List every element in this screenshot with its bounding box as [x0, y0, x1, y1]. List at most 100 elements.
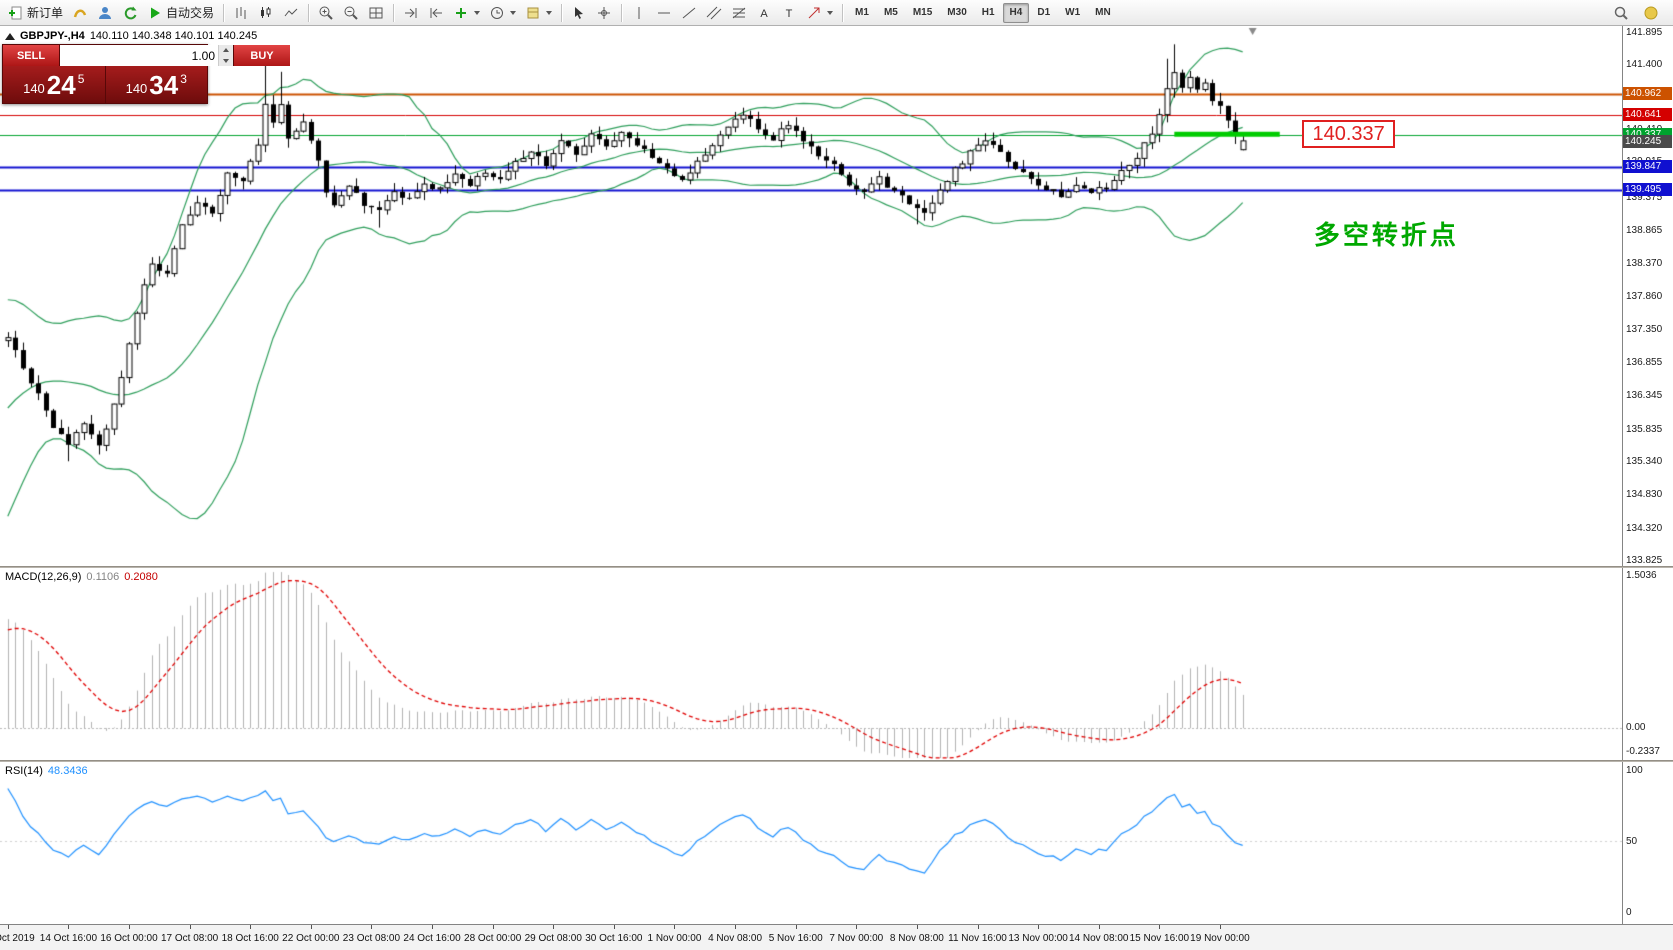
- timeframe-button-w1[interactable]: W1: [1065, 7, 1081, 18]
- time-tick: [1098, 925, 1100, 929]
- price-tick-label: 136.855: [1626, 356, 1663, 368]
- indicators-button[interactable]: [449, 2, 484, 24]
- text-label-button[interactable]: T: [777, 2, 801, 24]
- time-axis-label: 13 Nov 00:00: [1008, 933, 1068, 944]
- timeframe-button-m5[interactable]: M5: [883, 7, 898, 18]
- timeframe-button-h1[interactable]: H1: [981, 7, 995, 18]
- refresh-button[interactable]: [118, 2, 142, 24]
- time-tick: [189, 925, 191, 929]
- auto-scroll-button[interactable]: [399, 2, 423, 24]
- time-axis-label: 1 Nov 00:00: [647, 933, 702, 944]
- timeframe-button-d1[interactable]: D1: [1037, 7, 1051, 18]
- buy-price[interactable]: 140 34 3: [125, 69, 187, 100]
- indicators-caret-icon: [474, 10, 481, 15]
- volume-increase-button[interactable]: [219, 45, 233, 56]
- macd-axis: 1.5036 0.00 -0.2337: [1622, 568, 1673, 760]
- price-tick-label: 137.860: [1626, 290, 1663, 302]
- toolbar-separator: [308, 3, 310, 22]
- bar-chart-icon: [236, 6, 246, 19]
- spinner-down-icon: [223, 58, 229, 63]
- volume-decrease-button[interactable]: [219, 55, 233, 66]
- timeframe-button-mn[interactable]: MN: [1095, 7, 1111, 18]
- time-axis-label: 28 Oct 00:00: [464, 933, 522, 944]
- timeframe-button-h4[interactable]: H4: [1002, 2, 1030, 23]
- text-button[interactable]: A: [752, 2, 776, 24]
- cursor-button[interactable]: [567, 2, 591, 24]
- rsi-canvas[interactable]: [0, 762, 1622, 924]
- bar-chart-button[interactable]: [229, 2, 253, 24]
- refresh-icon: [124, 6, 137, 19]
- new-order-label: 新订单: [27, 6, 64, 20]
- vertical-line-button[interactable]: [627, 2, 651, 24]
- search-button[interactable]: [1609, 2, 1633, 24]
- tile-windows-button[interactable]: [364, 2, 388, 24]
- line-chart-button[interactable]: [279, 2, 303, 24]
- sell-button[interactable]: SELL: [3, 45, 59, 66]
- crosshair-button[interactable]: [592, 2, 616, 24]
- price-line-badge: 139.847: [1623, 159, 1672, 173]
- new-order-button[interactable]: 新订单: [4, 2, 67, 24]
- chart-shift-button[interactable]: [424, 2, 448, 24]
- horizontal-line-icon: [658, 12, 671, 13]
- trendline-icon: [682, 7, 696, 18]
- price-callout[interactable]: 140.337: [1302, 119, 1395, 148]
- periods-button[interactable]: [485, 2, 520, 24]
- timeframe-button-m1[interactable]: M1: [855, 7, 869, 18]
- time-tick: [1219, 925, 1221, 929]
- macd-canvas[interactable]: [0, 568, 1622, 760]
- macd-label: MACD(12,26,9) 0.1106 0.2080: [5, 571, 158, 583]
- time-tick: [916, 925, 918, 929]
- toolbar-separator: [223, 3, 225, 22]
- one-click-toggle-icon[interactable]: [5, 32, 15, 40]
- pane-splitter[interactable]: [0, 566, 1673, 568]
- zoom-in-icon: [319, 6, 333, 20]
- candle-chart-icon: [261, 6, 271, 18]
- price-tick-label: 135.340: [1626, 455, 1663, 467]
- pane-splitter[interactable]: [0, 760, 1673, 762]
- time-tick: [1038, 925, 1040, 929]
- time-axis-label: 14 Oct 16:00: [39, 933, 98, 944]
- community-button[interactable]: [93, 2, 117, 24]
- fibonacci-button[interactable]: [727, 2, 751, 24]
- rsi-tick-label: 100: [1626, 765, 1643, 776]
- buy-button[interactable]: BUY: [234, 45, 290, 66]
- main-chart-canvas[interactable]: [0, 26, 1622, 566]
- timeframe-button-m30[interactable]: M30: [947, 7, 967, 18]
- time-tick: [68, 925, 70, 929]
- main-toolbar: 新订单 自动交易: [0, 0, 1673, 26]
- turning-point-note[interactable]: 多空转折点: [1313, 219, 1459, 250]
- zoom-out-button[interactable]: [339, 2, 363, 24]
- channel-button[interactable]: [702, 2, 726, 24]
- periods-caret-icon: [510, 10, 517, 15]
- time-axis-label: 24 Oct 16:00: [403, 933, 461, 944]
- price-tick-label: 139.375: [1626, 191, 1663, 203]
- rsi-label: RSI(14) 48.3436: [5, 765, 88, 777]
- time-axis-label: 22 Oct 00:00: [282, 933, 340, 944]
- timeframe-button-m15[interactable]: M15: [912, 7, 933, 18]
- arrows-button[interactable]: [802, 2, 837, 24]
- toolbar-separator: [561, 3, 563, 22]
- brush-icon: [73, 9, 87, 17]
- horizontal-line-button[interactable]: [652, 2, 676, 24]
- styler-button[interactable]: [68, 2, 92, 24]
- one-click-trading-panel: SELL BUY 140 24 5 140: [2, 44, 290, 104]
- templates-button[interactable]: [521, 2, 556, 24]
- sell-price[interactable]: 140 24 5: [23, 69, 85, 100]
- time-tick: [310, 925, 312, 929]
- autotrading-button[interactable]: 自动交易: [143, 2, 218, 24]
- time-axis-label: 7 Nov 00:00: [829, 933, 884, 944]
- zoom-out-icon: [344, 6, 358, 20]
- time-axis-label: 14 Nov 08:00: [1068, 933, 1129, 944]
- candle-chart-button[interactable]: [254, 2, 278, 24]
- crosshair-icon: [598, 6, 611, 19]
- help-circle-icon: [1644, 6, 1658, 19]
- time-axis-label: 16 Oct 00:00: [100, 933, 158, 944]
- help-button[interactable]: [1639, 2, 1663, 24]
- price-tick-label: 138.865: [1626, 225, 1663, 237]
- volume-input[interactable]: [60, 45, 218, 66]
- trendline-button[interactable]: [677, 2, 701, 24]
- toolbar-separator: [393, 3, 395, 22]
- zoom-in-button[interactable]: [314, 2, 338, 24]
